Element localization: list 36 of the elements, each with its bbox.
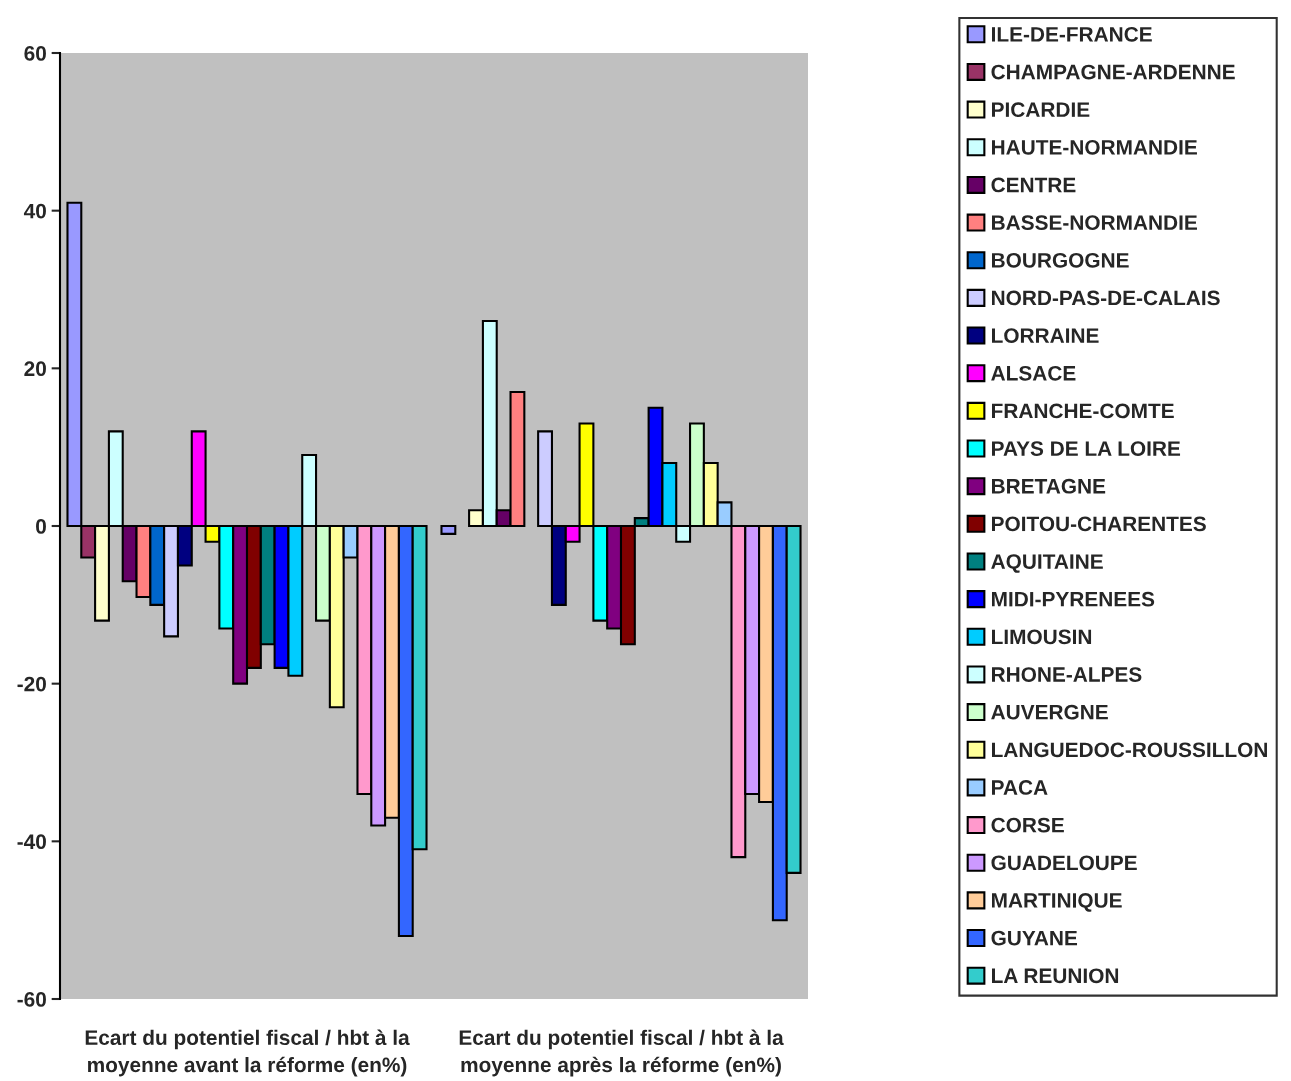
legend-label: ALSACE xyxy=(991,365,1076,381)
legend-label: BOURGOGNE xyxy=(992,252,1129,268)
legend-label: LANGUEDOC-ROUSSILLON xyxy=(992,742,1267,758)
legend-label: MIDI-PYRENEES xyxy=(992,591,1155,607)
bar xyxy=(440,524,457,535)
legend-label: AUVERGNE xyxy=(991,704,1108,720)
legend-label: PAYS DE LA LOIRE xyxy=(992,441,1181,456)
y-tick-label: 0 xyxy=(36,519,46,534)
legend-label: LORRAINE xyxy=(992,328,1099,343)
x-tick-label: Ecart du potentiel fiscal / hbt à la moyenne après la réforme (en%) xyxy=(459,1029,784,1077)
y-tick-label: 40 xyxy=(23,203,46,219)
legend-label: CENTRE xyxy=(991,177,1076,193)
y-tick-label: -40 xyxy=(17,834,46,850)
legend-label: BASSE-NORMANDIE xyxy=(992,215,1197,231)
legend-label: PICARDIE xyxy=(992,102,1090,118)
legend-label: MARTINIQUE xyxy=(992,893,1122,912)
y-tick-label: 60 xyxy=(24,46,46,61)
legend-label: NORD-PAS-DE-CALAIS xyxy=(992,290,1220,306)
legend-label: POITOU-CHARENTES xyxy=(992,516,1206,532)
legend-label: BRETAGNE xyxy=(992,478,1106,494)
y-tick-label: -60 xyxy=(17,992,46,1007)
legend-label: PACA xyxy=(992,780,1048,795)
legend-label: CHAMPAGNE-ARDENNE xyxy=(991,64,1235,80)
legend-label: LIMOUSIN xyxy=(992,629,1092,645)
legend-label: GUYANE xyxy=(991,930,1078,946)
legend-label: CORSE xyxy=(991,817,1064,833)
legend-label: RHONE-ALPES xyxy=(992,667,1142,682)
legend-label: AQUITAINE xyxy=(991,554,1103,573)
y-tick-label: -20 xyxy=(17,676,46,692)
legend-label: LA REUNION xyxy=(992,968,1119,984)
legend-label: ILE-DE-FRANCE xyxy=(992,26,1152,42)
legend-label: GUADELOUPE xyxy=(991,855,1137,871)
y-tick-label: 20 xyxy=(24,361,46,377)
x-tick-label: Ecart du potentiel fiscal / hbt à la moyenne avant la réforme (en%) xyxy=(85,1029,410,1077)
legend-label: HAUTE-NORMANDIE xyxy=(992,139,1197,155)
legend-label: FRANCHE-COMTE xyxy=(992,403,1174,419)
